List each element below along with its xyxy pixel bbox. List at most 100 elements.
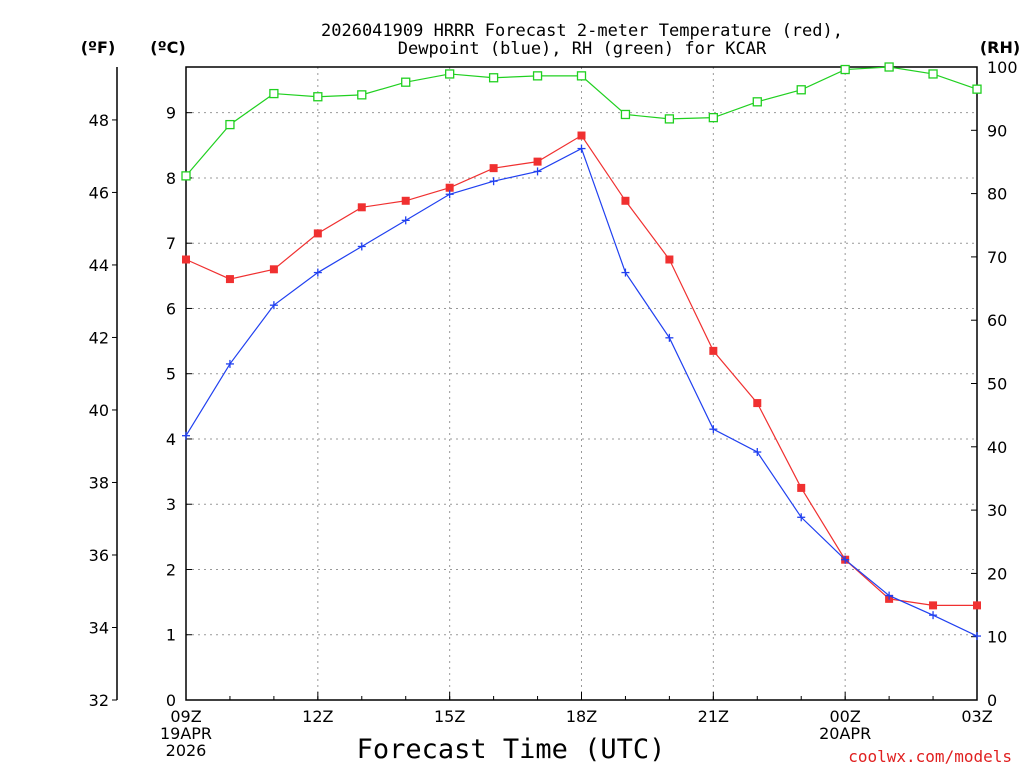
rh-tick-label: 0	[987, 691, 997, 710]
temperature-point	[797, 483, 806, 492]
x-tick-label: 15Z	[434, 707, 465, 726]
x-tick-label: 21Z	[698, 707, 729, 726]
rh-point	[445, 69, 455, 79]
celsius-tick-label: 9	[166, 104, 176, 123]
rh-tick-label: 10	[987, 628, 1007, 647]
fahrenheit-tick-label: 32	[89, 691, 109, 710]
dewpoint-point	[621, 268, 630, 277]
x-tick-label: 03Z	[961, 707, 992, 726]
dewpoint-point	[841, 555, 850, 564]
rh-point	[796, 85, 806, 95]
rh-unit-label: (RH)	[980, 38, 1020, 57]
dewpoint-point	[709, 425, 718, 434]
rh-tick-label: 20	[987, 564, 1007, 583]
grid-lines	[186, 67, 977, 700]
temperature-point	[445, 183, 454, 192]
rh-tick-label: 80	[987, 185, 1007, 204]
dewpoint-point	[533, 167, 542, 176]
dewpoint-point	[182, 431, 190, 440]
temperature-point	[357, 203, 366, 212]
fahrenheit-tick-label: 44	[89, 256, 109, 275]
rh-point	[181, 171, 191, 181]
rh-point	[928, 69, 938, 79]
rh-point	[357, 90, 367, 100]
dewpoint-point	[313, 268, 322, 277]
fahrenheit-tick-label: 34	[89, 618, 109, 637]
plot-frame	[185, 66, 978, 701]
celsius-tick-label: 7	[166, 234, 176, 253]
dewpoint-point	[753, 448, 762, 457]
credit-text: coolwx.com/models	[848, 747, 1012, 766]
tick-labels: 0123456789323436384042444648010203040506…	[89, 58, 1018, 760]
dewpoint-point	[225, 359, 234, 368]
chart-title: 2026041909 HRRR Forecast 2-meter Tempera…	[321, 21, 843, 41]
temperature-point	[973, 601, 981, 610]
fahrenheit-tick-label: 36	[89, 546, 109, 565]
axes	[116, 66, 978, 701]
fahrenheit-tick-label: 40	[89, 401, 109, 420]
fahrenheit-tick-label: 46	[89, 183, 109, 202]
fahrenheit-unit-label: (ºF)	[81, 38, 116, 57]
rh-point	[708, 112, 718, 123]
celsius-unit-label: (ºC)	[150, 38, 185, 57]
rh-point	[620, 109, 631, 120]
dewpoint-point	[401, 216, 410, 225]
rh-tick-label: 30	[987, 501, 1007, 520]
x-tick-label: 19APR	[160, 724, 212, 743]
dewpoint-point	[665, 333, 674, 342]
rh-tick-label: 60	[987, 311, 1007, 330]
temperature-point	[489, 164, 498, 173]
x-tick-label: 2026	[166, 741, 207, 760]
celsius-tick-label: 3	[166, 495, 176, 514]
temperature-point	[665, 255, 674, 264]
rh-point	[225, 119, 235, 130]
rh-tick-label: 90	[987, 121, 1007, 140]
rh-point	[840, 64, 850, 75]
rh-point	[884, 62, 894, 72]
chart-subtitle: Dewpoint (blue), RH (green) for KCAR	[398, 39, 767, 59]
dewpoint-point	[577, 144, 586, 153]
temperature-point	[709, 346, 718, 355]
rh-tick-label: 70	[987, 248, 1007, 267]
x-axis-label: Forecast Time (UTC)	[357, 734, 666, 765]
temperature-point	[313, 229, 322, 238]
celsius-tick-label: 2	[166, 560, 176, 579]
temperature-point	[621, 196, 630, 205]
temperature-point	[182, 255, 190, 264]
temperature-point	[929, 601, 938, 610]
x-tick-label: 09Z	[170, 707, 201, 726]
dewpoint-point	[445, 190, 454, 199]
dewpoint-point	[973, 632, 981, 641]
temperature-point	[401, 196, 410, 205]
temperature-point	[577, 131, 586, 140]
data-series	[181, 62, 982, 641]
celsius-tick-label: 1	[166, 626, 176, 645]
rh-point	[401, 77, 411, 87]
dewpoint-point	[885, 591, 894, 600]
rh-point	[972, 84, 982, 94]
rh-point	[532, 71, 543, 81]
x-tick-label: 12Z	[302, 707, 333, 726]
rh-point	[313, 92, 323, 102]
celsius-tick-label: 0	[166, 691, 176, 710]
celsius-tick-label: 6	[166, 299, 176, 318]
rh-point	[576, 71, 587, 81]
dewpoint-point	[929, 611, 938, 620]
celsius-tick-label: 5	[166, 365, 176, 384]
rh-point	[488, 73, 499, 83]
rh-point	[664, 114, 675, 124]
temperature-point	[225, 275, 234, 284]
fahrenheit-tick-label: 38	[89, 473, 109, 492]
fahrenheit-tick-label: 48	[89, 111, 109, 130]
rh-tick-label: 50	[987, 375, 1007, 394]
temperature-point	[753, 399, 762, 408]
dewpoint-point	[357, 242, 366, 251]
rh-point	[752, 97, 762, 107]
x-tick-label: 20APR	[819, 724, 871, 743]
celsius-tick-label: 8	[166, 169, 176, 188]
temperature-point	[533, 157, 542, 166]
rh-tick-label: 40	[987, 438, 1007, 457]
rh-tick-label: 100	[987, 58, 1018, 77]
rh-point	[269, 88, 279, 99]
